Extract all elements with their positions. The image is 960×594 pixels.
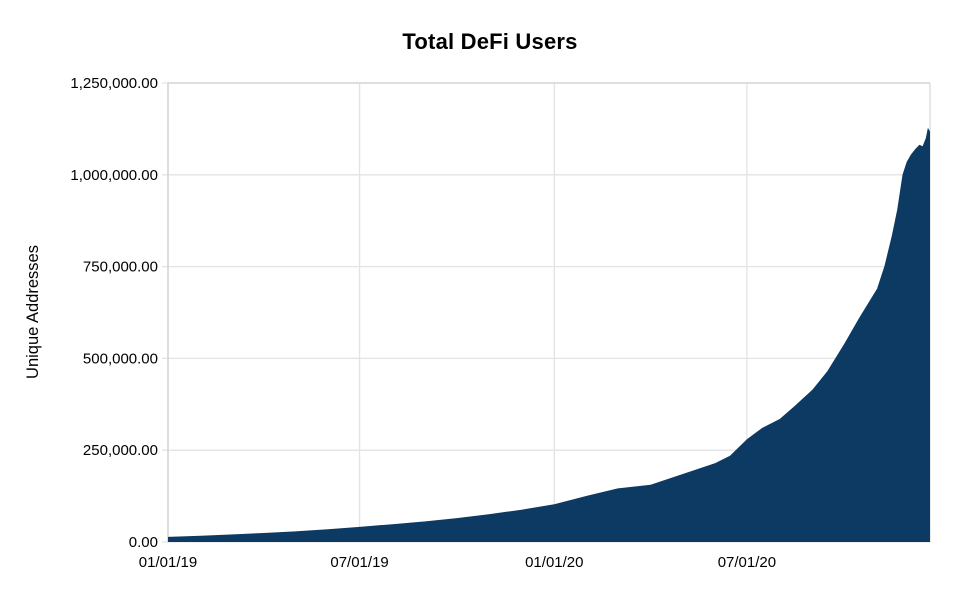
y-tick-label: 1,000,000.00: [70, 167, 158, 184]
y-axis-title: Unique Addresses: [24, 245, 42, 379]
y-tick-label: 750,000.00: [83, 259, 158, 276]
x-tick-label: 01/01/19: [139, 554, 197, 571]
chart-plot-group: 0.00 250,000.00 500,000.00 750,000.00 1,000,…: [70, 75, 931, 571]
x-tick-label: 07/01/19: [330, 554, 388, 571]
x-tick-label: 07/01/20: [718, 554, 776, 571]
x-tick-label: 01/01/20: [525, 554, 583, 571]
y-tick-label: 1,250,000.00: [70, 75, 158, 92]
chart-title: Total DeFi Users: [402, 29, 578, 54]
area-series-unique-addresses: [168, 127, 930, 543]
y-tick-label: 250,000.00: [83, 442, 158, 459]
y-tick-label: 0.00: [129, 534, 158, 551]
y-tick-label: 500,000.00: [83, 350, 158, 367]
